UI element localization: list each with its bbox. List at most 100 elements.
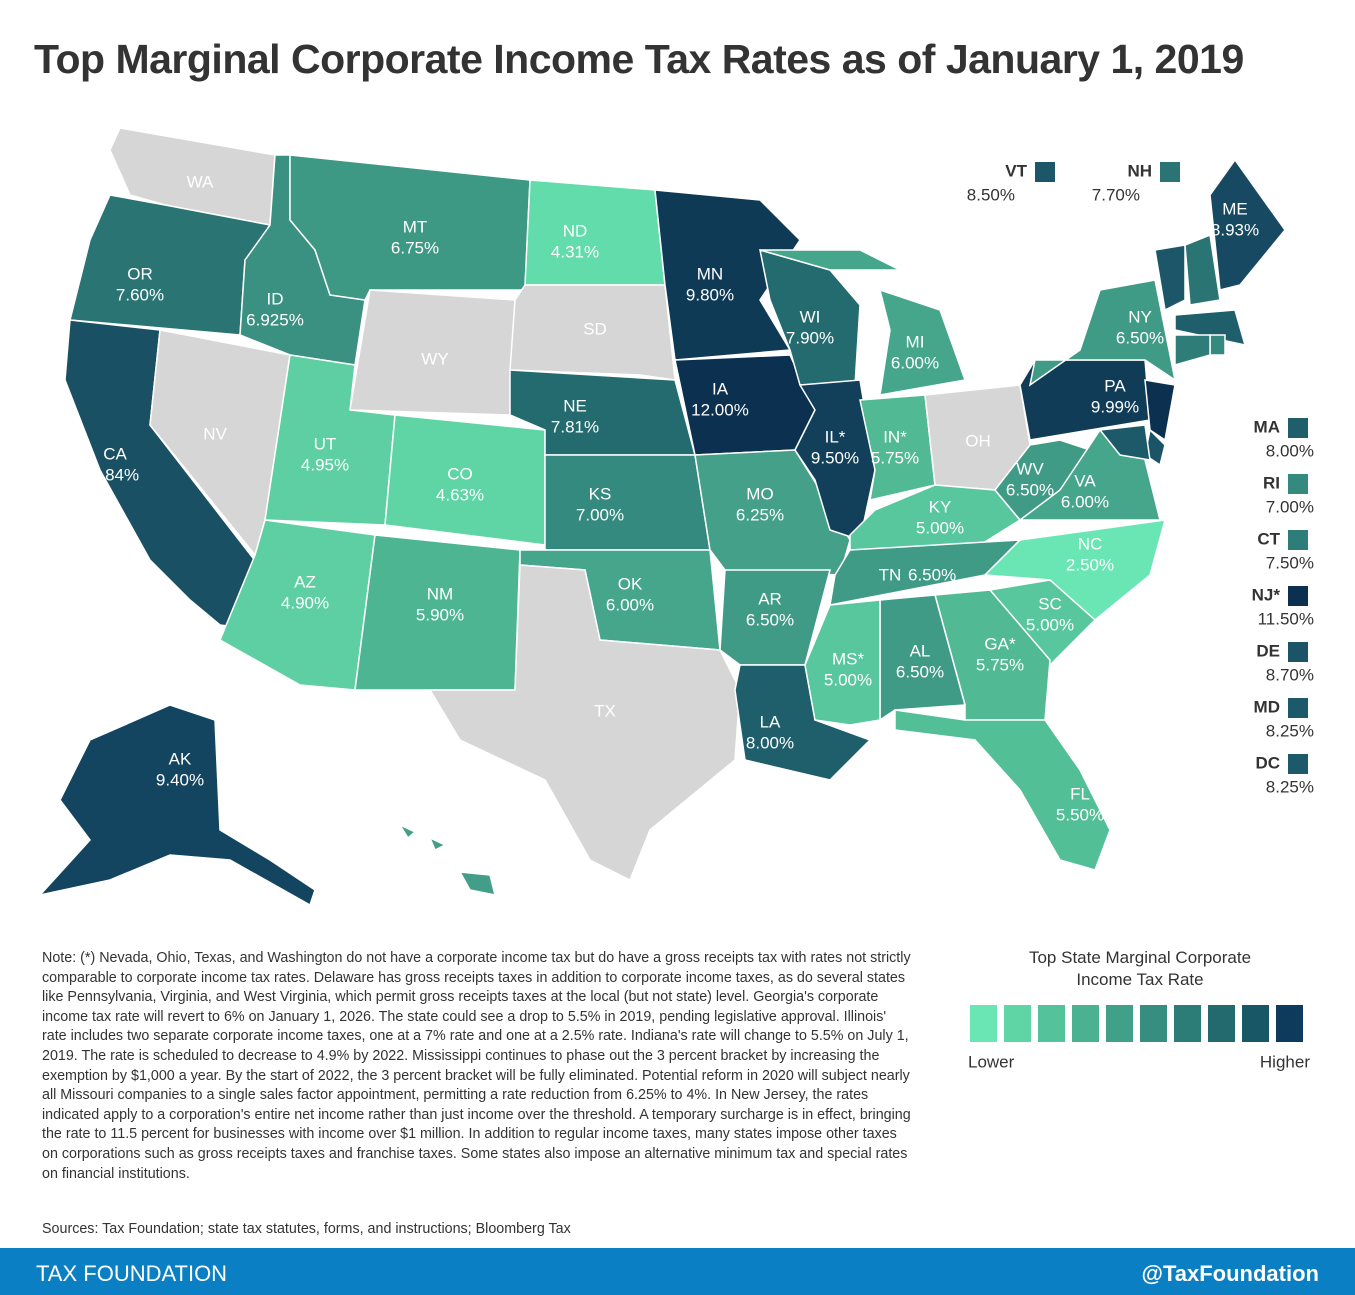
box-label: DE — [1256, 641, 1280, 660]
state-shape — [37, 704, 316, 907]
sources: Sources: Tax Foundation; state tax statu… — [42, 1221, 571, 1237]
state-shape — [544, 454, 711, 551]
legend-high: Higher — [1260, 1052, 1310, 1071]
box-swatch — [1035, 162, 1055, 182]
state-rate: 5.50% — [1056, 805, 1104, 824]
footer: TAX FOUNDATION @TaxFoundation — [0, 1248, 1355, 1295]
state-rate: 4.90% — [281, 593, 329, 612]
state-label: NY — [1128, 307, 1152, 326]
state-rate: 7.81% — [551, 417, 599, 436]
state-label: AK — [169, 749, 192, 768]
state-shape — [894, 709, 1111, 871]
brand: TAX FOUNDATION — [36, 1261, 228, 1286]
state-rate: 6.50% — [1006, 480, 1054, 499]
box-label: VT — [1005, 161, 1027, 180]
state-label: MI — [906, 332, 925, 351]
state-rate: 9.99% — [1091, 397, 1139, 416]
title: Top Marginal Corporate Income Tax Rates … — [34, 36, 1244, 82]
state-rate: 5.75% — [871, 448, 919, 467]
state-shape — [804, 599, 881, 726]
legend-swatch — [1174, 1005, 1201, 1042]
box-swatch — [1288, 474, 1308, 494]
state-label: KS — [589, 484, 612, 503]
box-label: NJ* — [1252, 585, 1281, 604]
state-rate: 7.90% — [786, 328, 834, 347]
state-label: IN* — [883, 427, 907, 446]
state-rate: 12.00% — [691, 400, 749, 419]
box-rate: 8.25% — [1266, 721, 1314, 740]
box-rate: 7.70% — [1092, 185, 1140, 204]
box-rate: 11.50% — [1258, 609, 1314, 628]
legend-swatch — [1038, 1005, 1065, 1042]
state-rate: 8.93% — [1211, 220, 1259, 239]
state-shape — [1144, 379, 1176, 442]
state-label: MT — [403, 217, 428, 236]
handle: @TaxFoundation — [1141, 1261, 1319, 1286]
state-label: IA — [712, 379, 729, 398]
legend-title-line: Income Tax Rate — [1076, 970, 1203, 989]
state-label: MO — [746, 484, 773, 503]
state-label: MS* — [832, 649, 865, 668]
state-shape — [1174, 309, 1247, 346]
state-label: WA — [187, 172, 214, 191]
state-rate: 6.00% — [606, 595, 654, 614]
state-label: PA — [1104, 376, 1126, 395]
state-label: CA — [103, 444, 127, 463]
box-swatch — [1288, 418, 1308, 438]
state-label: AL — [910, 641, 931, 660]
state-rate: 5.75% — [976, 655, 1024, 674]
box-label: DC — [1255, 753, 1280, 772]
state-label: OH — [965, 431, 991, 450]
state-label: IL* — [825, 427, 846, 446]
state-shape — [428, 836, 447, 852]
state-rate: 9.40% — [156, 770, 204, 789]
legend-swatch — [1072, 1005, 1099, 1042]
state-shape — [524, 179, 666, 286]
state-shape — [428, 564, 741, 882]
state-label: OR — [127, 264, 153, 283]
state-label: AZ — [294, 572, 316, 591]
state-shape — [654, 189, 801, 361]
state-rate: 6.50% — [896, 662, 944, 681]
legend-swatch — [970, 1005, 997, 1042]
state-rate: 6.00% — [1061, 492, 1109, 511]
state-label: TX — [594, 701, 616, 720]
box-rate: 8.50% — [967, 185, 1015, 204]
box-label: NH — [1127, 161, 1152, 180]
box-swatch — [1288, 530, 1308, 550]
state-rate: 6.50% — [1116, 328, 1164, 347]
state-rate: 6.925% — [246, 310, 304, 329]
state-label: ID — [267, 289, 284, 308]
state-shape — [398, 823, 417, 840]
state-label: VA — [1074, 471, 1096, 490]
state-label: NC — [1078, 534, 1103, 553]
state-label: AR — [758, 589, 782, 608]
state-label: SD — [583, 319, 607, 338]
box-rate: 8.00% — [1266, 441, 1314, 460]
map: WA OR 7.60% CA 8.84% NV ID 6.925% MT 6.75% WY UT 4.9… — [37, 128, 1314, 1072]
box-swatch — [1160, 162, 1180, 182]
state-label: TN — [879, 565, 902, 584]
box-swatch — [1288, 754, 1308, 774]
box-swatch — [1288, 698, 1308, 718]
state-label: OK — [618, 574, 643, 593]
state-shape — [1098, 424, 1151, 461]
box-rate: 7.50% — [1266, 553, 1314, 572]
state-shape — [859, 394, 936, 501]
legend-swatch — [1208, 1005, 1235, 1042]
state-rate: 7.60% — [116, 285, 164, 304]
state-shape — [1028, 279, 1177, 387]
state-rate: 5.90% — [416, 605, 464, 624]
state-rate: 8.00% — [746, 733, 794, 752]
state-rate: 7.00% — [576, 505, 624, 524]
state-rate: 6.50% — [908, 565, 956, 584]
state-rate: 6.25% — [736, 505, 784, 524]
note: Note: (*) Nevada, Ohio, Texas, and Washi… — [42, 950, 911, 1182]
state-rate: 9.50% — [811, 448, 859, 467]
state-label: WY — [421, 349, 448, 368]
state-shape — [458, 871, 497, 896]
state-rate: 4.63% — [436, 485, 484, 504]
state-label: NM — [427, 584, 453, 603]
state-label: WI — [800, 307, 821, 326]
box-swatch — [1288, 586, 1308, 606]
